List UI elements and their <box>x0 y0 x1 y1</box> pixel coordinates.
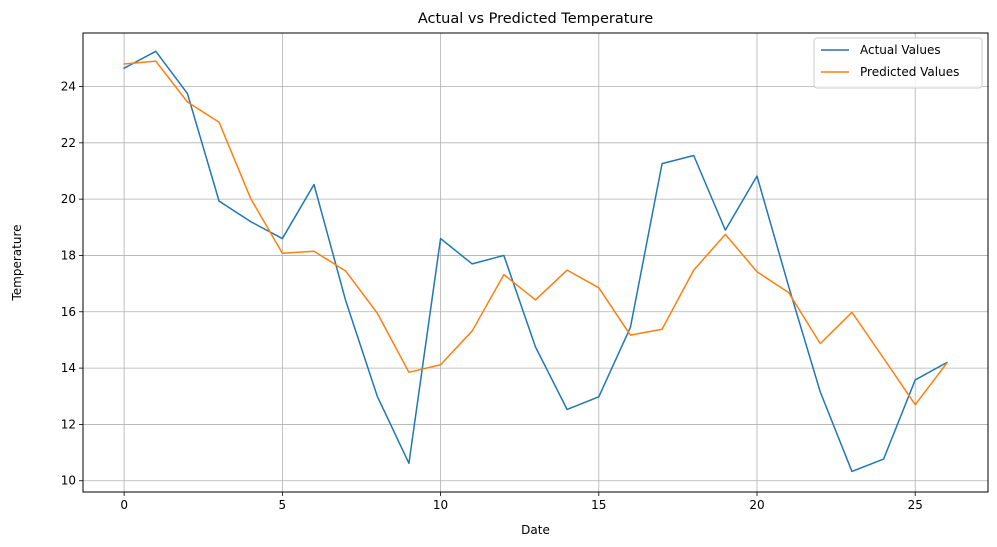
y-tick-label: 18 <box>61 248 76 262</box>
series-line-predicted-values <box>123 60 948 406</box>
axis-ticks: 0 5 10 15 20 25 10 12 14 16 18 20 22 24 <box>61 80 923 512</box>
x-tick-label: 10 <box>433 498 448 512</box>
chart-title: Actual vs Predicted Temperature <box>418 11 653 27</box>
y-tick-label: 14 <box>61 361 76 375</box>
grid-lines <box>83 33 988 492</box>
plot-area <box>83 33 988 492</box>
legend: Actual Values Predicted Values <box>813 37 983 89</box>
y-axis-title: Temperature <box>10 224 24 301</box>
x-tick-label: 20 <box>749 498 764 512</box>
series-line-actual-values <box>123 50 948 473</box>
legend-label-actual: Actual Values <box>860 43 941 57</box>
x-tick-label: 25 <box>908 498 923 512</box>
y-tick-label: 24 <box>61 80 76 94</box>
y-tick-label: 16 <box>61 305 76 319</box>
x-axis-title: Date <box>521 523 550 537</box>
series-lines <box>123 50 948 473</box>
y-tick-label: 10 <box>61 474 76 488</box>
y-tick-label: 22 <box>61 136 76 150</box>
plot-frame <box>82 32 989 493</box>
y-tick-label: 20 <box>61 192 76 206</box>
legend-label-predicted: Predicted Values <box>860 65 959 79</box>
x-tick-label: 5 <box>279 498 287 512</box>
y-tick-label: 12 <box>61 417 76 431</box>
x-tick-label: 15 <box>591 498 606 512</box>
x-tick-label: 0 <box>120 498 128 512</box>
legend-box <box>813 37 983 89</box>
